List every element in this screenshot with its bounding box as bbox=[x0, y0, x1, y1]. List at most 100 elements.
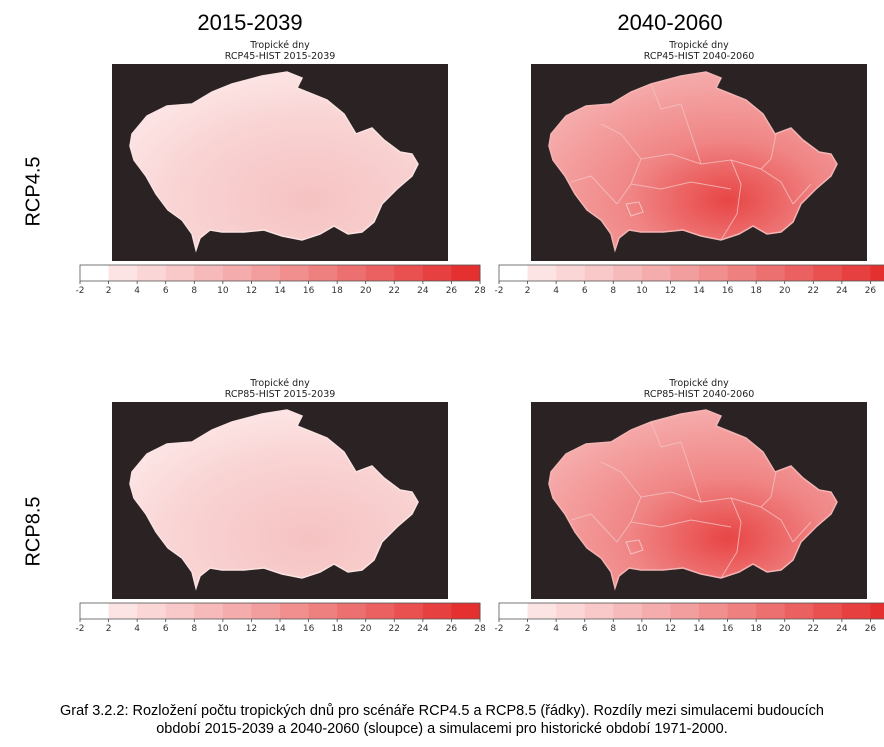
colorbar-segment bbox=[641, 603, 671, 619]
map-panel-rcp85-2015-2039: Tropické dny RCP85-HIST 2015-2039 -2 2 4 6 8… bbox=[75, 378, 485, 635]
colorbar-segment bbox=[308, 265, 338, 281]
region-border bbox=[625, 201, 644, 217]
colorbar-segment bbox=[670, 265, 700, 281]
region-border bbox=[760, 506, 794, 543]
colorbar-tick-label: 10 bbox=[636, 286, 648, 296]
colorbar-segment bbox=[756, 265, 786, 281]
colorbar-segment bbox=[556, 265, 586, 281]
colorbar-tick-label: 2 bbox=[106, 286, 112, 296]
colorbar-segment bbox=[584, 265, 614, 281]
colorbar-segment bbox=[251, 603, 281, 619]
colorbar-segment bbox=[394, 265, 424, 281]
region-border bbox=[760, 471, 777, 508]
caption-line2: období 2015-2039 a 2040-2060 (sloupce) a… bbox=[156, 721, 728, 737]
colorbar-segment bbox=[194, 603, 224, 619]
colorbar-segment bbox=[137, 603, 167, 619]
row-header-rcp85: RCP8.5 bbox=[22, 496, 45, 567]
colorbar-segment bbox=[784, 265, 814, 281]
colorbar-tick-label: 18 bbox=[750, 286, 762, 296]
colorbar-tick-label: 8 bbox=[191, 624, 197, 634]
colorbar-segment bbox=[613, 265, 643, 281]
panel-title-line2: RCP85-HIST 2015-2039 bbox=[224, 389, 336, 400]
colorbar-segment bbox=[280, 603, 310, 619]
colorbar-tick-label: 10 bbox=[636, 624, 648, 634]
colorbar-segment bbox=[280, 265, 310, 281]
colorbar-segment bbox=[80, 603, 110, 619]
colorbar-tick-label: 24 bbox=[417, 286, 429, 296]
colorbar-tick-label: -2 bbox=[76, 624, 85, 634]
country-shape bbox=[129, 409, 419, 591]
colorbar-tick-label: 6 bbox=[582, 286, 588, 296]
czech-map bbox=[112, 64, 448, 261]
colorbar-tick-label: 26 bbox=[865, 624, 877, 634]
czech-map bbox=[531, 402, 867, 599]
colorbar-segment bbox=[165, 603, 195, 619]
colorbar-segment bbox=[394, 603, 424, 619]
colorbar-tick-label: 24 bbox=[417, 624, 429, 634]
colorbar-segment bbox=[365, 603, 395, 619]
colorbar-tick-label: 18 bbox=[750, 624, 762, 634]
czech-map bbox=[531, 64, 867, 261]
colorbar-segment bbox=[499, 265, 529, 281]
colorbar-segment bbox=[422, 265, 452, 281]
colorbar-tick-label: 28 bbox=[474, 624, 485, 634]
colorbar-tick-label: 14 bbox=[693, 624, 705, 634]
colorbar-tick-label: 4 bbox=[553, 286, 559, 296]
colorbar-tick-label: 14 bbox=[274, 286, 286, 296]
colorbar-segment bbox=[108, 265, 138, 281]
colorbar-tick-label: 10 bbox=[217, 286, 229, 296]
colorbar-tick-label: 8 bbox=[610, 624, 616, 634]
colorbar-tick-label: 26 bbox=[446, 286, 458, 296]
region-border bbox=[720, 159, 742, 241]
colorbar-tick-label: 4 bbox=[553, 624, 559, 634]
colorbar-segment bbox=[365, 265, 395, 281]
colorbar-tick-label: 22 bbox=[808, 286, 819, 296]
colorbar-tick-label: 16 bbox=[303, 624, 315, 634]
colorbar-segment bbox=[841, 265, 871, 281]
colorbar-tick-label: 20 bbox=[779, 286, 791, 296]
map-panel-rcp85-2040-2060: Tropické dny RCP85-HIST 2040-2060 -2 2 4 6 8… bbox=[494, 378, 884, 635]
colorbar-segment bbox=[80, 265, 110, 281]
colorbar-tick-label: 6 bbox=[163, 286, 169, 296]
region-border bbox=[680, 103, 702, 165]
colorbar-tick-label: 24 bbox=[836, 286, 848, 296]
colorbar-segment bbox=[813, 265, 843, 281]
colorbar-segment bbox=[813, 603, 843, 619]
colorbar-tick-label: 20 bbox=[779, 624, 791, 634]
region-border bbox=[630, 181, 732, 190]
colorbar-tick-label: 16 bbox=[722, 624, 734, 634]
colorbar-tick-label: 12 bbox=[246, 286, 257, 296]
colorbar-tick-label: 12 bbox=[246, 624, 257, 634]
colorbar-tick-label: 20 bbox=[360, 286, 372, 296]
colorbar-segment bbox=[699, 603, 729, 619]
region-border bbox=[792, 521, 812, 543]
colorbar-tick-label: 2 bbox=[525, 624, 531, 634]
panel-title-line2: RCP45-HIST 2040-2060 bbox=[643, 51, 755, 62]
colorbar-tick-label: 10 bbox=[217, 624, 229, 634]
colorbar-tick-label: 22 bbox=[389, 624, 400, 634]
colorbar-tick-label: 12 bbox=[665, 286, 676, 296]
region-border bbox=[680, 441, 702, 503]
colorbar-tick-label: 14 bbox=[274, 624, 286, 634]
region-border bbox=[630, 519, 732, 528]
colorbar-segment bbox=[699, 265, 729, 281]
colorbar-segment bbox=[451, 603, 481, 619]
panel-title-line2: RCP85-HIST 2040-2060 bbox=[643, 389, 755, 400]
panel-title-line1: Tropické dny bbox=[250, 378, 310, 389]
column-header-2040-2060: 2040-2060 bbox=[617, 10, 723, 35]
colorbar-segment bbox=[251, 265, 281, 281]
colorbar-segment bbox=[527, 603, 557, 619]
region-border bbox=[570, 513, 618, 543]
map-panel-rcp45-2015-2039: Tropické dny RCP45-HIST 2015-2039 -2 2 4 6 8… bbox=[75, 40, 485, 297]
colorbar-tick-label: -2 bbox=[495, 286, 504, 296]
region-border bbox=[792, 183, 812, 205]
colorbar-segment bbox=[727, 265, 757, 281]
colorbar-segment bbox=[337, 603, 367, 619]
panel-title-line1: Tropické dny bbox=[669, 378, 729, 389]
colorbar-tick-label: 14 bbox=[693, 286, 705, 296]
region-border bbox=[625, 539, 644, 555]
colorbar-tick-label: 16 bbox=[722, 286, 734, 296]
